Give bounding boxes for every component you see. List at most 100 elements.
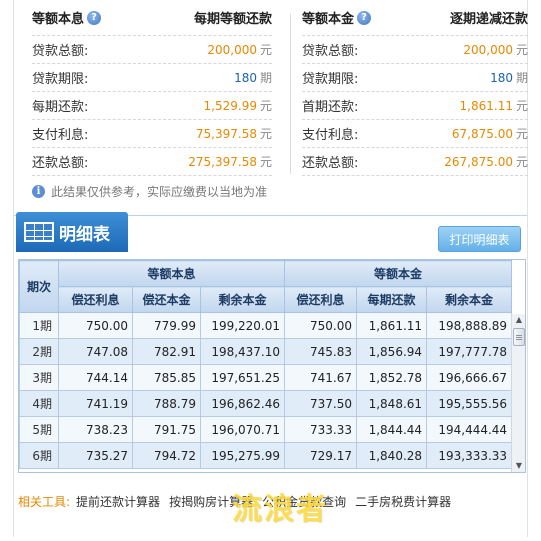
- table-cell: 744.14: [58, 364, 133, 391]
- table-cell: 737.50: [284, 390, 358, 417]
- period-cell: 4期: [19, 390, 59, 417]
- tool-link-prepayment[interactable]: 提前还款计算器: [76, 495, 161, 509]
- table-cell: 196,862.46: [199, 390, 286, 417]
- scroll-down-icon[interactable]: ▼: [515, 461, 523, 470]
- column-header: 偿还利息: [284, 286, 358, 313]
- table-row: 4期 741.19 788.79 196,862.46 737.50 1,848.61 19…: [19, 390, 513, 417]
- table-cell: 750.00: [58, 312, 133, 339]
- table-cell: 782.91: [132, 338, 201, 365]
- table-cell: 1,848.61: [356, 390, 428, 417]
- watermark: 流浪者: [232, 492, 328, 527]
- summary-value: 267,875.00: [444, 155, 513, 169]
- table-cell: 197,777.78: [426, 338, 513, 365]
- summary-label: 贷款期限:: [302, 72, 359, 87]
- summary-unit: 元: [515, 43, 528, 57]
- table-cell: 1,852.78: [356, 364, 428, 391]
- summary-row: 支付利息: 75,397.58 元: [32, 120, 272, 148]
- period-cell: 5期: [19, 416, 59, 443]
- related-tools: 相关工具: 提前还款计算器 按揭购房计算器 公积金贷款查询 二手房税费计算器: [18, 493, 460, 510]
- summary-value: 67,875.00: [451, 127, 513, 141]
- table-cell: 1,840.28: [356, 442, 428, 469]
- table-cell: 741.67: [284, 364, 358, 391]
- column-header: 剩余本金: [199, 286, 286, 313]
- table-cell: 788.79: [132, 390, 201, 417]
- summary-header: 等额本金 ? 逐期递减还款: [302, 0, 528, 36]
- table-cell: 197,651.25: [199, 364, 286, 391]
- tool-link-mortgage[interactable]: 按揭购房计算器: [169, 495, 254, 509]
- detail-header: 明细表 打印明细表: [14, 212, 527, 255]
- period-cell: 3期: [19, 364, 59, 391]
- help-icon[interactable]: ?: [87, 10, 102, 25]
- summary-unit: 元: [515, 155, 528, 169]
- disclaimer-note: i 此结果仅供参考，实际应缴费以当地为准: [32, 183, 267, 200]
- table-cell: 1,844.44: [356, 416, 428, 443]
- table-cell: 193,333.33: [426, 442, 513, 469]
- equal-installment-summary: 等额本息 ? 每期等额还款 贷款总额: 200,000 元贷款期限: 180 期每期还款…: [32, 0, 272, 180]
- table-cell: 735.27: [58, 442, 133, 469]
- scrollbar-thumb[interactable]: [513, 328, 525, 346]
- table-cell: 194,444.44: [426, 416, 513, 443]
- table-cell: 785.85: [132, 364, 201, 391]
- summary-label: 支付利息:: [302, 128, 359, 143]
- summary-row: 还款总额: 275,397.58 元: [32, 148, 272, 176]
- table-icon: [24, 222, 54, 242]
- summary-row: 首期还款: 1,861.11 元: [302, 92, 528, 120]
- table-cell: 741.19: [58, 390, 133, 417]
- print-detail-button[interactable]: 打印明细表: [438, 226, 521, 252]
- summary-unit: 元: [515, 99, 528, 113]
- tab-detail-table[interactable]: 明细表: [16, 212, 128, 252]
- method-title: 等额本金: [302, 12, 355, 27]
- help-icon[interactable]: ?: [357, 10, 372, 25]
- column-header: 剩余本金: [426, 286, 513, 313]
- summary-row: 还款总额: 267,875.00 元: [302, 148, 528, 176]
- summary-row: 每期还款: 1,529.99 元: [32, 92, 272, 120]
- table-cell: 196,666.67: [426, 364, 513, 391]
- summary-value: 1,861.11: [459, 99, 513, 113]
- table-row: 3期 744.14 785.85 197,651.25 741.67 1,852.78 19…: [19, 364, 513, 391]
- summary-value: 200,000: [207, 43, 257, 57]
- tool-link-provident-fund[interactable]: 公积金贷款查询: [262, 495, 347, 509]
- table-cell: 199,220.01: [199, 312, 286, 339]
- equal-principal-summary: 等额本金 ? 逐期递减还款 贷款总额: 200,000 元贷款期限: 180 期首期还款…: [302, 0, 528, 180]
- summary-value: 200,000: [463, 43, 513, 57]
- summary-label: 首期还款:: [302, 100, 359, 115]
- summary-label: 贷款总额:: [32, 44, 89, 59]
- detail-title: 明细表: [59, 224, 110, 245]
- table-cell: 198,437.10: [199, 338, 286, 365]
- loan-calculator-panel: 等额本息 ? 每期等额还款 贷款总额: 200,000 元贷款期限: 180 期每期还款…: [13, 0, 528, 537]
- method-title: 等额本息: [32, 12, 85, 27]
- table-cell: 1,856.94: [356, 338, 428, 365]
- summary-label: 支付利息:: [32, 128, 89, 143]
- summary-unit: 元: [515, 127, 528, 141]
- table-cell: 195,275.99: [199, 442, 286, 469]
- scroll-up-icon[interactable]: ▲: [515, 315, 523, 324]
- info-icon: i: [32, 185, 45, 198]
- summary-row: 贷款期限: 180 期: [32, 64, 272, 92]
- summary-header: 等额本息 ? 每期等额还款: [32, 0, 272, 36]
- plan-title: 逐期递减还款: [449, 12, 528, 27]
- summary-value: 180: [490, 71, 513, 85]
- table-row: 1期 750.00 779.99 199,220.01 750.00 1,861.11 19…: [19, 312, 513, 339]
- summary-label: 还款总额:: [32, 156, 89, 171]
- summary-value: 275,397.58: [188, 155, 257, 169]
- period-header: 期次: [19, 260, 59, 313]
- period-cell: 6期: [19, 442, 59, 469]
- disclaimer-text: 此结果仅供参考，实际应缴费以当地为准: [51, 185, 268, 199]
- summary-unit: 元: [259, 127, 272, 141]
- summary-value: 180: [234, 71, 257, 85]
- table-cell: 750.00: [284, 312, 358, 339]
- tool-link-resale-tax[interactable]: 二手房税费计算器: [355, 495, 452, 509]
- related-tools-label: 相关工具:: [18, 495, 71, 509]
- summary-label: 每期还款:: [32, 100, 89, 115]
- summary-row: 支付利息: 67,875.00 元: [302, 120, 528, 148]
- divider: [290, 14, 291, 174]
- group-header-equal-installment: 等额本息: [57, 260, 286, 287]
- column-header: 每期还款: [356, 286, 428, 313]
- table-cell: 729.17: [284, 442, 358, 469]
- period-cell: 1期: [19, 312, 59, 339]
- group-header-equal-principal: 等额本金: [284, 260, 513, 287]
- table-scrollbar[interactable]: ▲ ▼: [511, 314, 525, 472]
- table-row: 6期 735.27 794.72 195,275.99 729.17 1,840.28 19…: [19, 442, 513, 469]
- summary-value: 75,397.58: [195, 127, 257, 141]
- table-cell: 747.08: [58, 338, 133, 365]
